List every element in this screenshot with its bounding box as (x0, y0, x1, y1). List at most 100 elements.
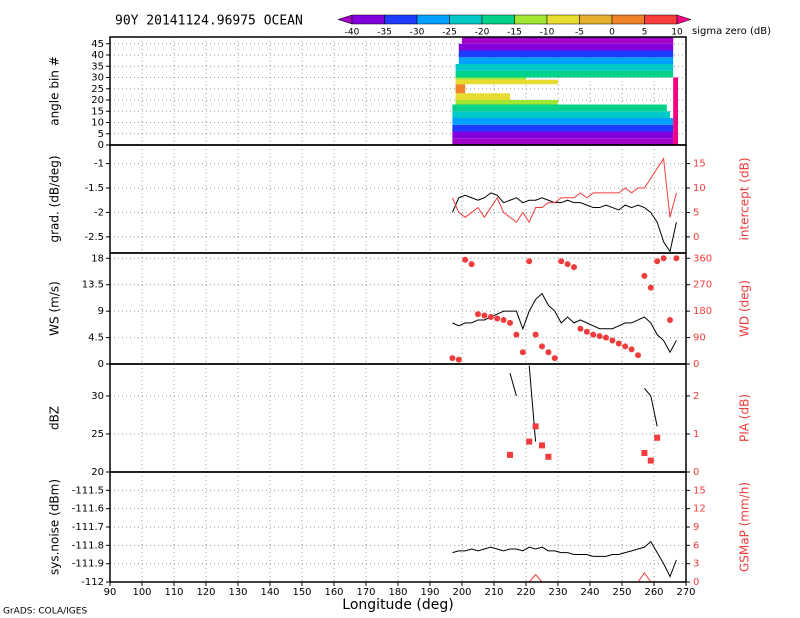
heatmap-cell (455, 79, 558, 85)
colorbar-tick-label: -5 (575, 28, 584, 38)
series-dot (519, 349, 526, 356)
series-line (528, 571, 652, 582)
chart-title: 90Y 20141124.96975 OCEAN (115, 14, 303, 29)
y-axis-label: grad. (dB/deg) (48, 155, 62, 242)
plot-area (452, 37, 678, 145)
y2-tick-label: 15 (693, 485, 706, 496)
series-dot (641, 272, 648, 279)
heatmap-cell (458, 57, 674, 64)
series-dot (571, 264, 577, 271)
y-tick-label: -1.5 (84, 183, 104, 194)
y-tick-label: 30 (91, 73, 104, 84)
y-tick-label: -111.6 (72, 504, 104, 515)
series-dot (654, 258, 661, 265)
heatmap-cell (455, 93, 510, 100)
y-tick-label: 40 (91, 50, 104, 61)
y2-tick-label: 12 (693, 504, 706, 515)
x-tick-label: 250 (612, 587, 631, 598)
x-tick-label: 230 (548, 587, 567, 598)
series-dot (673, 255, 680, 262)
heatmap-cell (458, 50, 674, 58)
series-dot (635, 352, 641, 359)
series-square (545, 453, 552, 460)
y-tick-label: 4.5 (88, 333, 104, 344)
plot-area (452, 540, 677, 582)
series-dot (622, 343, 629, 350)
heatmap-cell (455, 77, 526, 80)
series-square (532, 423, 539, 430)
series-dot (558, 258, 565, 265)
heatmap-cell (452, 118, 674, 125)
x-axis-label: Longitude (deg) (342, 597, 453, 613)
series-dot (551, 355, 558, 362)
plot-area (507, 365, 661, 464)
series-square (539, 442, 545, 449)
y2-tick-label: 2 (693, 391, 699, 402)
y-tick-label: 0 (98, 140, 104, 151)
series-dot (647, 284, 654, 291)
y2-tick-label: 0 (693, 577, 699, 588)
colorbar-box (644, 14, 678, 25)
series-square (654, 434, 661, 441)
y2-tick-label: 0 (693, 467, 699, 478)
series-line (509, 365, 658, 442)
x-tick-label: 270 (676, 587, 695, 598)
y-tick-label: 5 (98, 129, 104, 140)
heatmap-cell (455, 70, 674, 78)
series-dot (590, 331, 597, 338)
x-tick-label: 90 (104, 587, 117, 598)
y-tick-label: 0 (98, 359, 104, 370)
y2-axis-label: WD (deg) (738, 280, 752, 337)
series-dot (526, 258, 533, 265)
series-square (526, 438, 533, 445)
y2-axis-label: GSMaP (mm/h) (738, 482, 752, 572)
colorbar-tick-label: -15 (507, 28, 522, 38)
series-dot (615, 340, 622, 347)
colorbar-tick-label: 5 (642, 28, 648, 38)
series-dot (603, 334, 609, 341)
x-tick-label: 240 (580, 587, 599, 598)
y-tick-label: 9 (98, 306, 104, 317)
y2-tick-label: 90 (693, 333, 706, 344)
heatmap-cell (452, 124, 674, 132)
series-dot (513, 331, 520, 338)
series-dot (487, 314, 494, 321)
y2-tick-label: 3 (693, 559, 699, 570)
y-tick-label: 13.5 (82, 280, 104, 291)
y2-tick-label: 360 (693, 253, 712, 264)
colorbar-end (337, 14, 353, 25)
heatmap-cell (455, 100, 558, 105)
y-tick-label: -111.7 (72, 522, 104, 533)
colorbar-tick-label: -25 (442, 28, 457, 38)
colorbar-box (579, 14, 613, 25)
heatmap-cell (455, 84, 466, 94)
colorbar-end (676, 14, 692, 25)
series-dot (449, 355, 456, 362)
plot-area (449, 255, 680, 363)
y2-tick-label: 5 (693, 207, 699, 218)
colorbar-tick-label: -10 (540, 28, 555, 38)
x-tick-label: 170 (356, 587, 375, 598)
colorbar-tick-label: 0 (609, 28, 615, 38)
colorbar-box (351, 14, 385, 25)
colorbar-box (611, 14, 645, 25)
colorbar-box (514, 14, 548, 25)
y-tick-label: 20 (91, 95, 104, 106)
y-tick-label: 20 (91, 467, 104, 478)
heatmap-cell (458, 43, 674, 51)
heatmap-cell (452, 138, 674, 145)
y2-tick-label: 10 (693, 183, 706, 194)
x-tick-label: 130 (228, 587, 247, 598)
y-tick-label: -111.8 (72, 540, 104, 551)
y-axis-label: dBZ (48, 406, 62, 430)
series-square (507, 451, 513, 458)
series-dot (494, 315, 501, 322)
footer: GrADS: COLA/IGES (3, 607, 87, 617)
series-dot (564, 261, 571, 268)
heatmap-cell (452, 104, 667, 112)
y-tick-label: 25 (91, 429, 104, 440)
series-dot (539, 343, 545, 350)
series-dot (500, 316, 507, 323)
y-tick-label: 18 (91, 253, 104, 264)
colorbar-box (384, 14, 418, 25)
